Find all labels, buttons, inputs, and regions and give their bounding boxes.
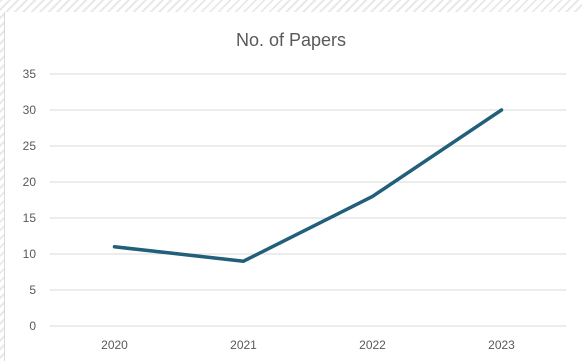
y-axis-ticks: 0 5 10 15 20 25 30 35 <box>23 67 37 333</box>
y-tick-label-35: 35 <box>23 67 37 81</box>
chart-title: No. of Papers <box>235 30 347 50</box>
x-tick-label-2022: 2022 <box>359 338 386 352</box>
data-point-2023 <box>500 108 503 112</box>
x-tick-label-2020: 2020 <box>101 338 128 352</box>
y-tick-label-15: 15 <box>23 211 37 225</box>
y-tick-label-20: 20 <box>23 175 37 189</box>
y-tick-label-30: 30 <box>23 103 37 117</box>
frame-hatch-left <box>0 0 4 361</box>
y-tick-label-5: 5 <box>29 283 36 297</box>
chart-area <box>4 12 582 361</box>
frame-hatch-top <box>0 0 582 12</box>
x-axis-ticks: 2020 2021 2022 2023 <box>101 338 515 352</box>
y-tick-label-25: 25 <box>23 139 37 153</box>
data-point-2020 <box>113 245 116 249</box>
data-point-2021 <box>242 259 245 263</box>
gridlines <box>50 73 566 327</box>
y-tick-label-0: 0 <box>29 319 36 333</box>
y-tick-label-10: 10 <box>23 247 37 261</box>
data-point-2022 <box>371 194 374 198</box>
series-line-0 <box>112 108 504 263</box>
x-tick-label-2021: 2021 <box>230 338 257 352</box>
x-tick-label-2023: 2023 <box>488 338 515 352</box>
series-group <box>112 108 504 263</box>
